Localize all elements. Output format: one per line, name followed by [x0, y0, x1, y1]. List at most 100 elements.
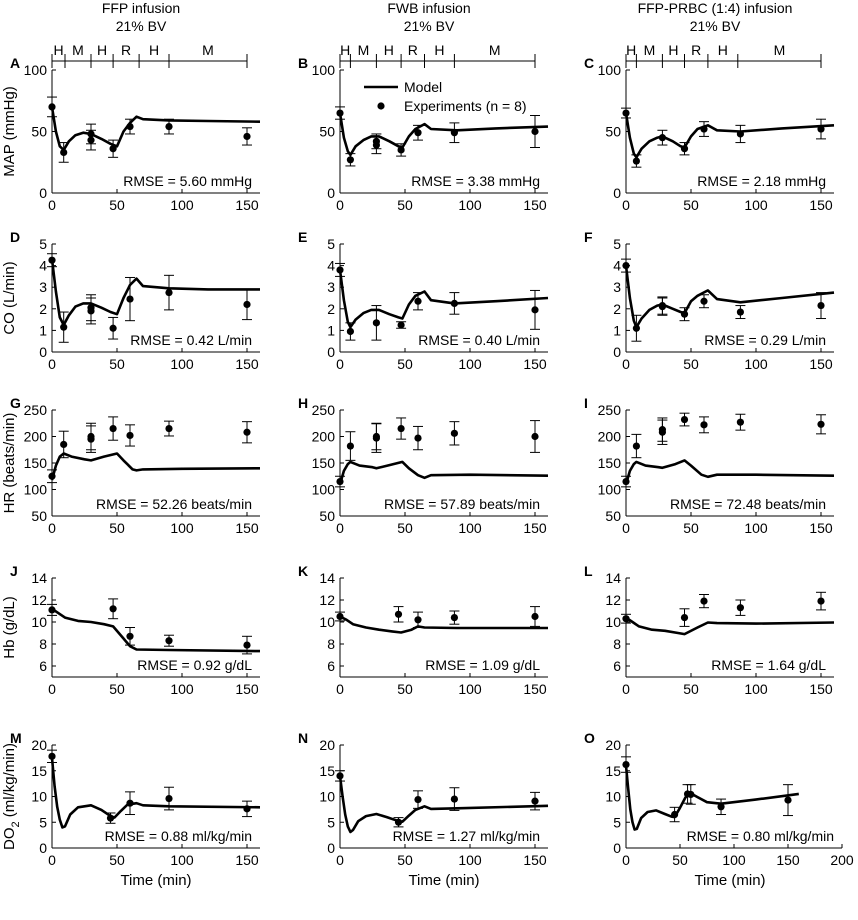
data-point	[413, 124, 423, 141]
y-tick-label: 14	[605, 570, 621, 586]
y-tick-label: 50	[319, 124, 335, 140]
y-tick-label: 100	[312, 482, 336, 498]
y-tick-label: 5	[613, 236, 621, 252]
experiment-marker	[414, 297, 422, 305]
data-point	[679, 142, 690, 156]
experiment-marker	[243, 641, 251, 649]
experiment-marker	[336, 477, 344, 486]
data-point	[530, 791, 540, 811]
y-tick-label: 2	[613, 301, 621, 317]
model-line	[624, 765, 799, 831]
rmse-label: RMSE = 5.60 mmHg	[123, 173, 252, 189]
model-line	[50, 757, 261, 829]
x-tick-label: 0	[622, 520, 630, 536]
x-tick-label: 150	[523, 520, 547, 536]
experiment-marker	[126, 799, 134, 807]
x-tick-label: 150	[809, 356, 833, 372]
x-tick-label: 150	[523, 356, 547, 372]
panel-letter: L	[584, 563, 593, 579]
data-point	[621, 475, 631, 488]
phase-label: R	[691, 42, 701, 58]
data-point	[345, 322, 356, 341]
panel-c: 0 50 100 0 50 100 150 C RMSE = 2.18 mmHg	[584, 55, 835, 213]
experiment-marker	[687, 790, 695, 799]
experiment-marker	[126, 431, 134, 440]
experiment-marker	[394, 818, 403, 826]
phase-label: H	[53, 42, 63, 58]
phase-label: M	[358, 42, 370, 58]
experiment-marker	[414, 129, 422, 137]
y-tick-label: 6	[39, 658, 47, 674]
panel-letter: G	[10, 395, 21, 411]
data-point	[125, 791, 135, 816]
y-tick-label: 0	[39, 185, 47, 201]
experiment-marker	[736, 604, 745, 612]
phase-label: H	[340, 42, 350, 58]
model-line	[624, 265, 835, 329]
x-tick-label: 0	[622, 681, 630, 697]
data-point	[393, 817, 404, 828]
y-tick-label: 10	[319, 789, 335, 805]
y-axis-label: MAP (mmHg)	[1, 86, 18, 177]
phase-label: R	[121, 42, 131, 58]
x-tick-label: 100	[458, 520, 482, 536]
experiment-marker	[736, 130, 745, 138]
experiment-marker	[336, 772, 344, 780]
x-tick-label: 100	[744, 681, 768, 697]
panel-a: 0 50 100 0 50 100 150 A RMSE = 5.60 mmHg MAP (mmH…	[1, 55, 261, 213]
data-point	[396, 321, 407, 329]
data-point	[371, 422, 382, 451]
data-point	[105, 812, 116, 824]
phase-label: H	[97, 42, 107, 58]
x-tick-label: 100	[458, 197, 482, 213]
data-point	[679, 608, 690, 627]
experiment-marker	[531, 797, 539, 805]
experiment-marker	[700, 125, 708, 133]
experiment-marker	[243, 805, 251, 813]
model-line	[624, 112, 835, 159]
data-point	[631, 433, 642, 459]
x-tick-label: 150	[523, 681, 547, 697]
experiment-marker	[717, 803, 725, 811]
phase-label: H	[384, 42, 394, 58]
panel-n: 0 5 10 15 20 0 50 100 150 N RMSE = 1.27 ml/kg/min T…	[298, 730, 549, 889]
data-point	[631, 314, 642, 342]
y-tick-label: 20	[605, 737, 621, 753]
experiment-marker	[450, 129, 458, 137]
data-point	[413, 611, 423, 628]
experiment-marker	[622, 477, 630, 486]
x-axis-label: Time (min)	[694, 872, 765, 889]
experiment-marker	[109, 324, 117, 332]
experiment-marker	[346, 442, 354, 450]
x-tick-label: 100	[170, 356, 194, 372]
x-tick-label: 100	[458, 852, 482, 868]
data-point	[816, 118, 826, 140]
data-point	[125, 424, 135, 447]
x-tick-label: 100	[458, 681, 482, 697]
y-tick-label: 4	[327, 258, 335, 274]
panel-letter: D	[10, 229, 20, 245]
experiment-marker	[243, 300, 251, 309]
data-point	[47, 603, 57, 616]
experiment-marker	[414, 434, 422, 442]
experiment-marker	[414, 795, 422, 804]
data-point	[371, 305, 382, 341]
x-tick-label: 50	[672, 852, 688, 868]
y-tick-label: 10	[31, 789, 47, 805]
x-tick-label: 100	[744, 356, 768, 372]
y-tick-label: 0	[39, 344, 47, 360]
experiment-marker	[372, 137, 380, 145]
experiment-marker	[632, 324, 641, 332]
experiment-marker	[48, 606, 56, 614]
data-point	[335, 262, 345, 277]
x-tick-label: 0	[48, 197, 56, 213]
x-tick-label: 100	[722, 852, 746, 868]
panel-letter: K	[298, 563, 308, 579]
data-point	[47, 96, 57, 118]
data-point	[621, 613, 631, 624]
experiment-marker	[817, 125, 825, 133]
x-tick-label: 50	[109, 520, 125, 536]
panel-letter: J	[10, 563, 18, 579]
